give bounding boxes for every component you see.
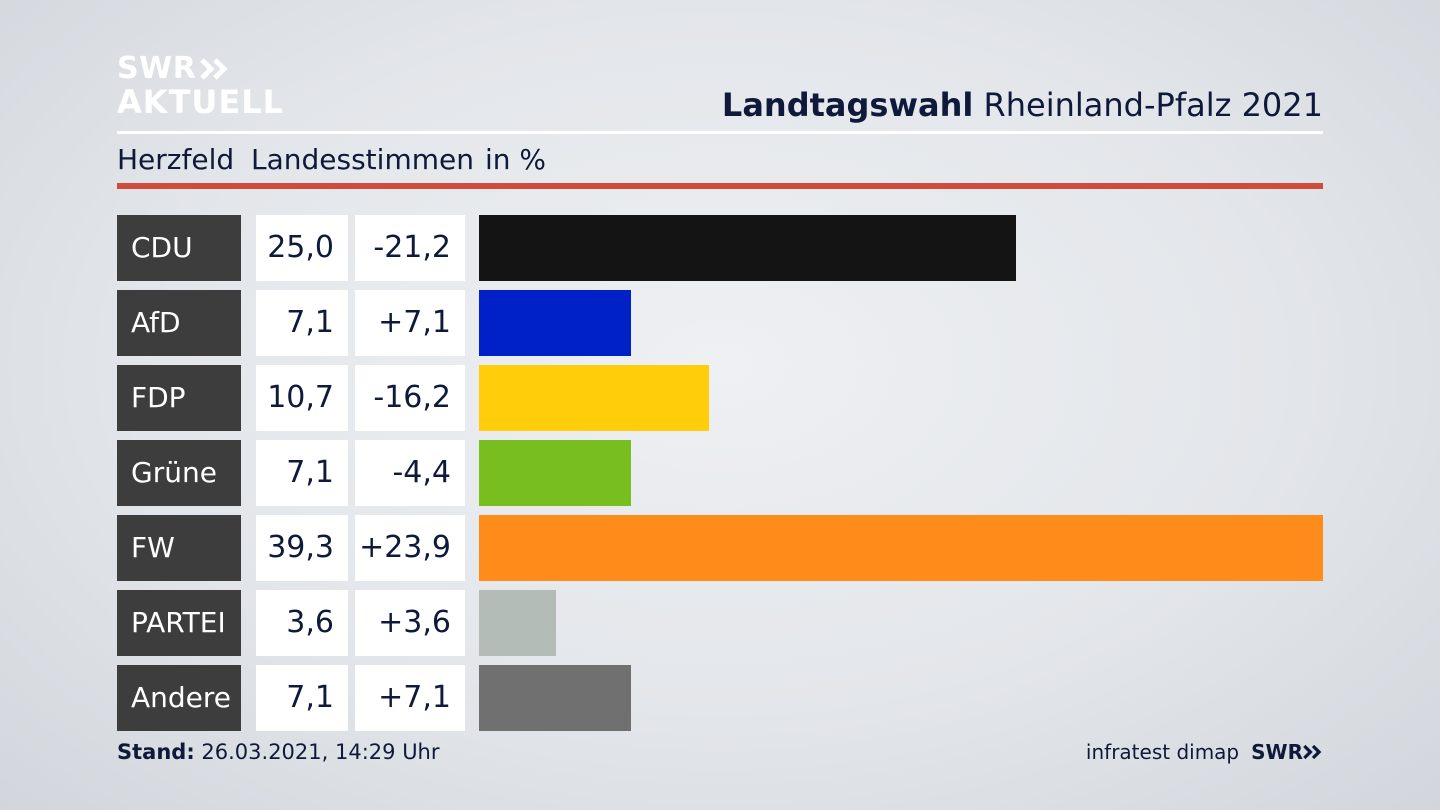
footer-credits: infratest dimap SWR [1086, 740, 1323, 764]
vote-change-value: -4,4 [355, 440, 465, 506]
party-row: Grüne 7,1 -4,4 [117, 440, 1323, 506]
title-rest: Rheinland-Pfalz 2021 [983, 86, 1323, 124]
result-bar [479, 590, 556, 656]
double-chevron-icon [200, 58, 228, 80]
title-bold: Landtagswahl [721, 86, 974, 124]
vote-share-value: 7,1 [256, 290, 348, 356]
unit-label: in % [485, 143, 547, 176]
party-label: CDU [117, 215, 241, 281]
vote-share-value: 7,1 [256, 440, 348, 506]
vote-change-value: -21,2 [355, 215, 465, 281]
region-label: Herzfeld [117, 143, 235, 176]
stand-value: 26.03.2021, 14:29 Uhr [201, 740, 440, 764]
vote-share-value: 7,1 [256, 665, 348, 731]
vote-share-value: 3,6 [256, 590, 348, 656]
party-row: AfD 7,1 +7,1 [117, 290, 1323, 356]
party-label: Grüne [117, 440, 241, 506]
party-row: FW 39,3 +23,9 [117, 515, 1323, 581]
party-row: CDU 25,0 -21,2 [117, 215, 1323, 281]
vote-change-value: +23,9 [355, 515, 465, 581]
timestamp: Stand: 26.03.2021, 14:29 Uhr [117, 740, 440, 764]
vote-share-value: 10,7 [256, 365, 348, 431]
swr-footer-logo: SWR [1251, 740, 1323, 764]
result-bar [479, 290, 631, 356]
vote-share-value: 39,3 [256, 515, 348, 581]
result-bar [479, 440, 631, 506]
vote-change-value: +3,6 [355, 590, 465, 656]
result-bar [479, 515, 1323, 581]
double-chevron-icon [1303, 744, 1322, 760]
vote-change-value: -16,2 [355, 365, 465, 431]
result-bar [479, 365, 709, 431]
party-label: Andere [117, 665, 241, 731]
swr-aktuell-logo: SWR AKTUELL [117, 51, 285, 121]
accent-divider [117, 183, 1323, 189]
logo-line2: AKTUELL [117, 83, 285, 121]
party-row: Andere 7,1 +7,1 [117, 665, 1323, 731]
party-label: FW [117, 515, 241, 581]
party-label: PARTEI [117, 590, 241, 656]
result-bar [479, 665, 631, 731]
source-label: infratest dimap [1085, 740, 1240, 764]
party-label: FDP [117, 365, 241, 431]
party-label: AfD [117, 290, 241, 356]
vote-share-value: 25,0 [256, 215, 348, 281]
logo-line1: SWR [117, 51, 197, 86]
result-bar [479, 215, 1016, 281]
stand-label: Stand: [117, 740, 195, 764]
party-row: PARTEI 3,6 +3,6 [117, 590, 1323, 656]
party-row: FDP 10,7 -16,2 [117, 365, 1323, 431]
swr-footer-text: SWR [1251, 740, 1303, 764]
page-title: Landtagswahl Rheinland-Pfalz 2021 [722, 86, 1323, 124]
vote-change-value: +7,1 [355, 290, 465, 356]
metric-label: Landesstimmen [251, 143, 474, 176]
header-divider [117, 131, 1323, 134]
vote-change-value: +7,1 [355, 665, 465, 731]
